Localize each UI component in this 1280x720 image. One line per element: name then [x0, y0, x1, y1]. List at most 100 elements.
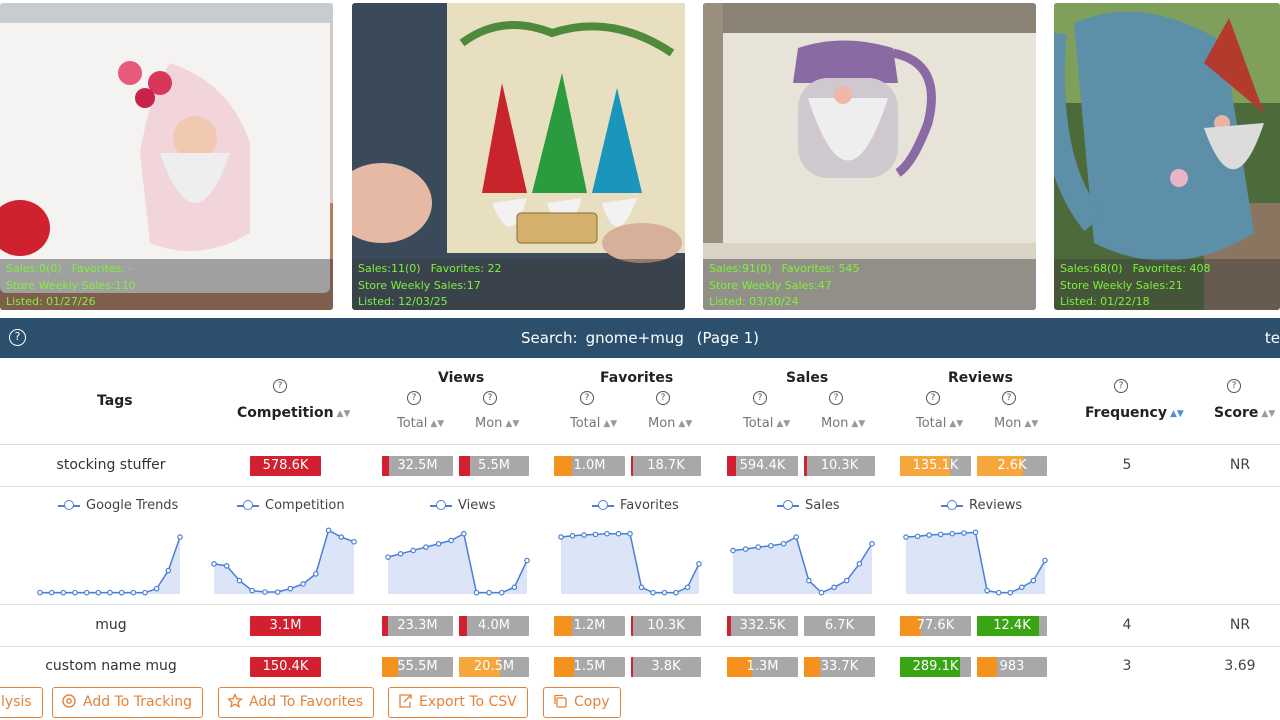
- add-to-favorites-button[interactable]: Add To Favorites: [218, 687, 374, 718]
- help-icon[interactable]: ?: [656, 391, 670, 405]
- sort-icon[interactable]: ▲▼: [505, 419, 520, 429]
- sparkline-point: [130, 589, 137, 596]
- score-cell: 3.69: [1224, 658, 1256, 674]
- sparkline-point: [410, 547, 417, 554]
- help-icon[interactable]: ?: [580, 391, 594, 405]
- col-score[interactable]: Score ▲▼: [1214, 405, 1275, 421]
- card-store-weekly: Store Weekly Sales:110: [6, 278, 136, 292]
- legend-favorites[interactable]: Favorites: [592, 498, 679, 513]
- legend-views[interactable]: Views: [430, 498, 496, 513]
- card-stats: Sales:11(0) Favorites: 22 Store Weekly Sa…: [352, 259, 685, 310]
- favorites-total-pill: 1.5M: [554, 657, 625, 677]
- col-competition[interactable]: Competition ▲▼: [237, 405, 350, 421]
- product-card[interactable]: Sales:11(0) Favorites: 22 Store Weekly Sa…: [352, 3, 685, 310]
- pill-value: 3.8K: [651, 659, 681, 674]
- sort-icon[interactable]: ▲▼: [1261, 409, 1276, 419]
- legend-sales[interactable]: Sales: [777, 498, 840, 513]
- help-icon[interactable]: ?: [483, 391, 497, 405]
- card-listed: Listed: 01/22/18: [1060, 295, 1150, 308]
- favorites-mon-pill: 10.3K: [631, 616, 701, 636]
- pill-value: 578.6K: [262, 458, 309, 473]
- col-sales: Sales: [786, 370, 829, 386]
- tag-cell[interactable]: stocking stuffer: [56, 457, 166, 473]
- col-reviews-total[interactable]: Total ▲▼: [916, 416, 963, 431]
- pill-value: 23.3M: [397, 618, 438, 633]
- product-card[interactable]: Sales:91(0) Favorites: 545 Store Weekly S…: [703, 3, 1036, 310]
- tag-cell[interactable]: mug: [95, 617, 127, 633]
- help-icon[interactable]: ?: [273, 379, 287, 393]
- table-row[interactable]: custom name mug 150.4K 55.5M 20.5M 1.5M …: [0, 647, 1280, 687]
- frequency-cell: 4: [1122, 617, 1132, 633]
- sort-icon[interactable]: ▲▼: [603, 419, 618, 429]
- help-icon[interactable]: ?: [1227, 379, 1241, 393]
- sparkline-point: [843, 577, 850, 584]
- pill-value: 33.7K: [820, 659, 859, 674]
- sparkline-area: [906, 532, 1045, 594]
- sparkline-point: [615, 530, 622, 537]
- legend-marker-icon: [592, 500, 614, 510]
- legend-competition[interactable]: Competition: [237, 498, 345, 513]
- sparkline-point: [768, 542, 774, 549]
- col-total-label: Total: [743, 416, 774, 431]
- product-image: [0, 3, 333, 310]
- sort-icon[interactable]: ▲▼: [851, 419, 866, 429]
- sort-icon[interactable]: ▲▼: [336, 409, 351, 419]
- table-row[interactable]: stocking stuffer 578.6K 32.5M 5.5M 1.0M …: [0, 445, 1280, 487]
- favorites-total-pill: 1.0M: [554, 456, 625, 476]
- tag-cell[interactable]: custom name mug: [45, 658, 177, 674]
- col-frequency-label: Frequency: [1085, 405, 1167, 421]
- legend-google-trends[interactable]: Google Trends: [58, 498, 178, 513]
- help-icon[interactable]: ?: [1114, 379, 1128, 393]
- help-icon[interactable]: ?: [9, 329, 26, 346]
- sort-icon[interactable]: ▲▼: [776, 419, 791, 429]
- card-favorites: Favorites: 545: [781, 262, 860, 275]
- help-icon[interactable]: ?: [1002, 391, 1016, 405]
- sparkline-point: [72, 589, 78, 596]
- sparkline-point: [1030, 577, 1037, 584]
- col-views-total[interactable]: Total ▲▼: [397, 416, 444, 431]
- sort-icon[interactable]: ▲▼: [949, 419, 964, 429]
- analysis-button[interactable]: lysis: [0, 687, 43, 718]
- help-icon[interactable]: ?: [407, 391, 421, 405]
- col-sales-mon[interactable]: Mon ▲▼: [821, 416, 865, 431]
- product-card[interactable]: Sales:68(0) Favorites: 408 Store Weekly S…: [1054, 3, 1280, 310]
- card-sales: Sales:0(0): [6, 262, 62, 275]
- pill-value: 18.7K: [647, 458, 685, 473]
- reviews-total-pill: 289.1K: [900, 657, 971, 677]
- col-views-mon[interactable]: Mon ▲▼: [475, 416, 519, 431]
- sparkline-point: [569, 532, 576, 539]
- pill-value: 332.5K: [739, 618, 786, 633]
- sort-icon[interactable]: ▲▼: [1024, 419, 1039, 429]
- pill-value: 150.4K: [262, 659, 309, 674]
- col-sales-total[interactable]: Total ▲▼: [743, 416, 790, 431]
- sparkline-point: [60, 589, 67, 596]
- pill-value: 983: [999, 659, 1025, 674]
- col-favorites-total[interactable]: Total ▲▼: [570, 416, 617, 431]
- col-favorites: Favorites: [600, 370, 674, 386]
- table-row[interactable]: mug 3.1M 23.3M 4.0M 1.2M 10.3K 332.5K 6.…: [0, 605, 1280, 647]
- help-icon[interactable]: ?: [829, 391, 843, 405]
- sort-icon[interactable]: ▲▼: [1169, 409, 1184, 419]
- add-to-tracking-button[interactable]: Add To Tracking: [52, 687, 204, 718]
- pill-value: 594.4K: [739, 458, 786, 473]
- sparkline-line: [40, 536, 181, 594]
- sort-icon[interactable]: ▲▼: [430, 419, 445, 429]
- copy-button[interactable]: Copy: [543, 687, 621, 718]
- export-to-csv-button[interactable]: Export To CSV: [388, 687, 528, 718]
- product-card[interactable]: Sales:0(0) Favorites: - Store Weekly Sale…: [0, 3, 333, 310]
- analysis-label: lysis: [1, 694, 32, 710]
- legend-reviews[interactable]: Reviews: [941, 498, 1022, 513]
- col-reviews-mon[interactable]: Mon ▲▼: [994, 416, 1038, 431]
- views-total-pill: 32.5M: [382, 456, 453, 476]
- col-favorites-mon[interactable]: Mon ▲▼: [648, 416, 692, 431]
- sort-icon[interactable]: ▲▼: [678, 419, 693, 429]
- sparkline-point: [142, 589, 148, 596]
- competition-pill: 578.6K: [250, 456, 321, 476]
- pill-value: 135.1K: [912, 458, 959, 473]
- sparkline-point: [984, 587, 990, 594]
- legend-marker-icon: [58, 500, 80, 510]
- sparkline-point: [48, 589, 55, 596]
- help-icon[interactable]: ?: [926, 391, 940, 405]
- col-frequency[interactable]: Frequency ▲▼: [1085, 405, 1184, 421]
- help-icon[interactable]: ?: [753, 391, 767, 405]
